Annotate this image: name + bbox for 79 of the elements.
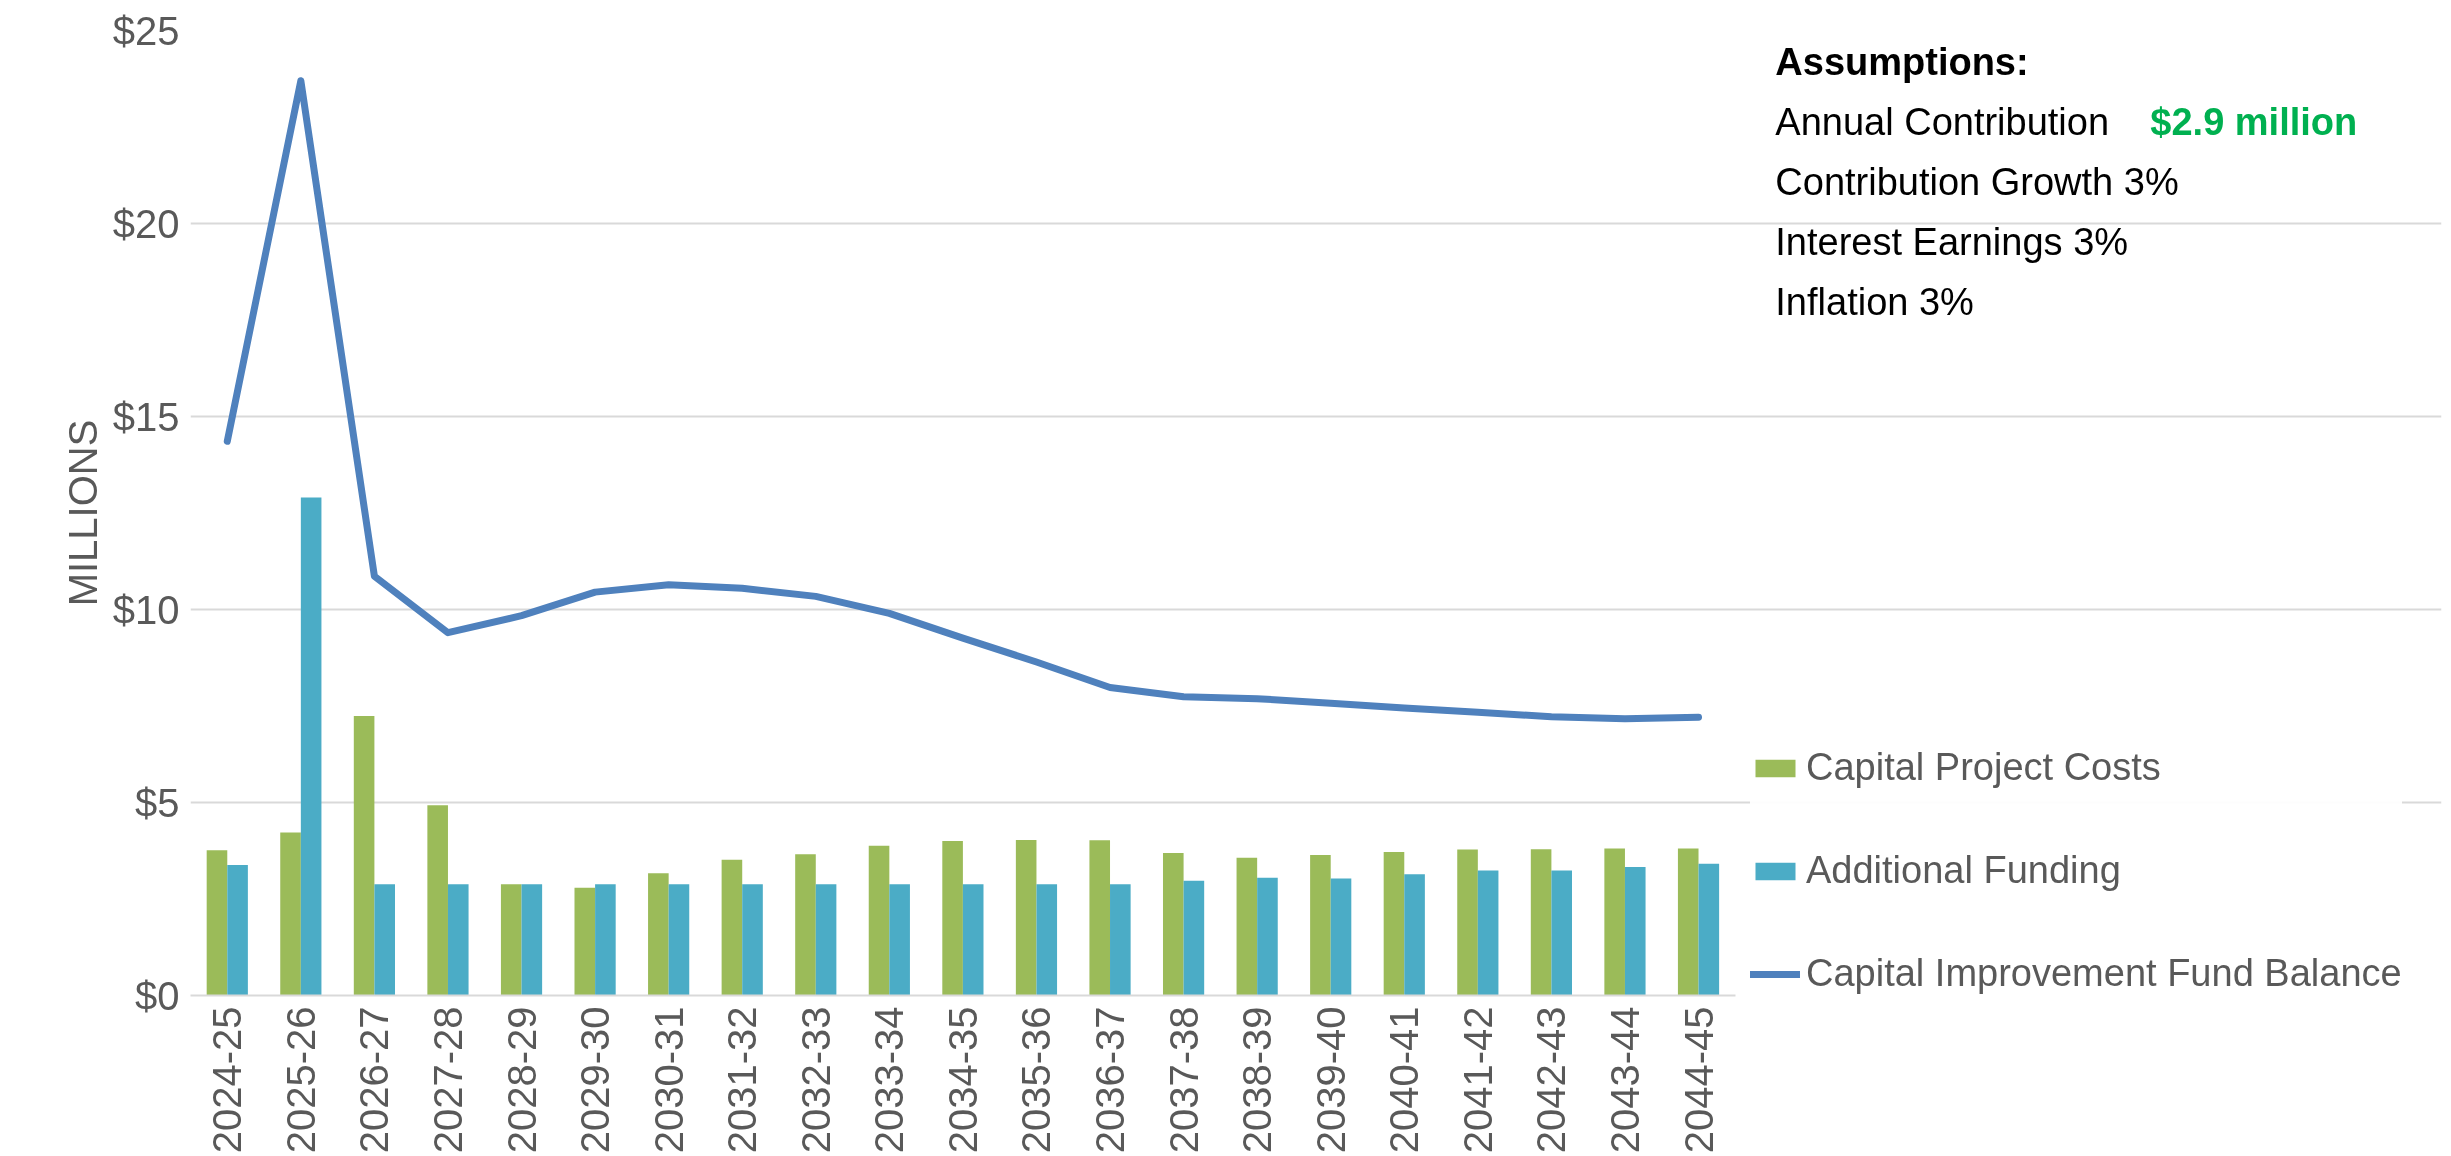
bar (595, 884, 616, 996)
bar (1089, 840, 1111, 996)
x-tick-label: 2040-41 (1382, 1006, 1427, 1154)
x-tick-label: 2034-35 (940, 1006, 985, 1154)
bar (1236, 857, 1258, 996)
x-tick-label: 2043-44 (1602, 1006, 1647, 1154)
text: Assumptions: (1775, 40, 2029, 83)
x-tick-label: 2039-40 (1308, 1006, 1353, 1154)
bar (1015, 839, 1037, 996)
x-tick-label: 2031-32 (720, 1006, 765, 1154)
bar (795, 854, 816, 996)
bar (500, 884, 522, 996)
y-tick-label: $10 (112, 587, 180, 632)
legend-label: Additional Funding (1806, 849, 2121, 892)
bar (1604, 848, 1625, 996)
bar (521, 884, 543, 996)
bar (447, 884, 469, 996)
bar (648, 873, 669, 996)
bar (668, 884, 690, 996)
bar (206, 850, 228, 996)
x-tick-label: 2030-31 (646, 1006, 691, 1154)
legend-label: Capital Improvement Fund Balance (1806, 952, 2402, 995)
x-tick-label: 2025-26 (278, 1006, 323, 1154)
bar (427, 805, 448, 996)
x-tick-label: 2041-42 (1455, 1006, 1500, 1154)
bar (1477, 870, 1499, 996)
bar (227, 865, 248, 996)
bar (300, 497, 322, 996)
text: Contribution Growth 3% (1775, 160, 2179, 203)
x-tick-label: 2026-27 (352, 1006, 397, 1154)
text: $2.9 million (2150, 100, 2358, 143)
bar (889, 884, 910, 996)
text: Interest Earnings 3% (1775, 220, 2129, 263)
text: Annual Contribution (1775, 100, 2110, 143)
bar (1257, 877, 1278, 996)
x-tick-label: 2033-34 (867, 1006, 912, 1154)
y-tick-label: $5 (135, 780, 180, 825)
x-tick-label: 2029-30 (573, 1006, 618, 1154)
bar (1330, 878, 1352, 996)
bar (1310, 855, 1331, 996)
bar (721, 859, 743, 996)
x-tick-label: 2038-39 (1235, 1006, 1280, 1154)
x-tick-label: 2037-38 (1161, 1006, 1206, 1154)
bar (1677, 848, 1699, 996)
x-tick-label: 2036-37 (1088, 1006, 1133, 1154)
bar (942, 841, 963, 996)
bar (1530, 849, 1552, 996)
y-axis-title: MILLIONS (60, 419, 105, 607)
x-tick-label: 2032-33 (793, 1006, 838, 1154)
bar (1183, 880, 1205, 996)
bar (815, 884, 837, 996)
bar (868, 845, 890, 996)
text: Inflation 3% (1775, 280, 1974, 323)
x-tick-label: 2035-36 (1014, 1006, 1059, 1154)
bar (353, 716, 375, 996)
bar (1162, 853, 1184, 996)
bar (574, 887, 596, 996)
bar (1404, 874, 1425, 996)
legend-label: Capital Project Costs (1806, 746, 2161, 789)
y-tick-label: $25 (112, 8, 180, 53)
y-tick-label: $15 (112, 394, 180, 439)
bar (280, 832, 301, 996)
bar (1036, 884, 1058, 996)
bar (374, 884, 395, 996)
x-tick-label: 2024-25 (205, 1006, 250, 1154)
bar (1698, 863, 1720, 996)
bar (742, 884, 763, 996)
bar (1110, 884, 1131, 996)
x-tick-label: 2044-45 (1676, 1006, 1721, 1154)
y-tick-label: $0 (135, 973, 180, 1018)
bar (962, 884, 984, 996)
bar (1624, 866, 1646, 996)
bar (1457, 849, 1478, 996)
x-tick-label: 2042-43 (1529, 1006, 1574, 1154)
x-tick-label: 2028-29 (499, 1006, 544, 1154)
y-tick-label: $20 (112, 201, 180, 246)
bar (1551, 870, 1572, 996)
x-tick-label: 2027-28 (425, 1006, 470, 1154)
bar (1383, 851, 1405, 996)
